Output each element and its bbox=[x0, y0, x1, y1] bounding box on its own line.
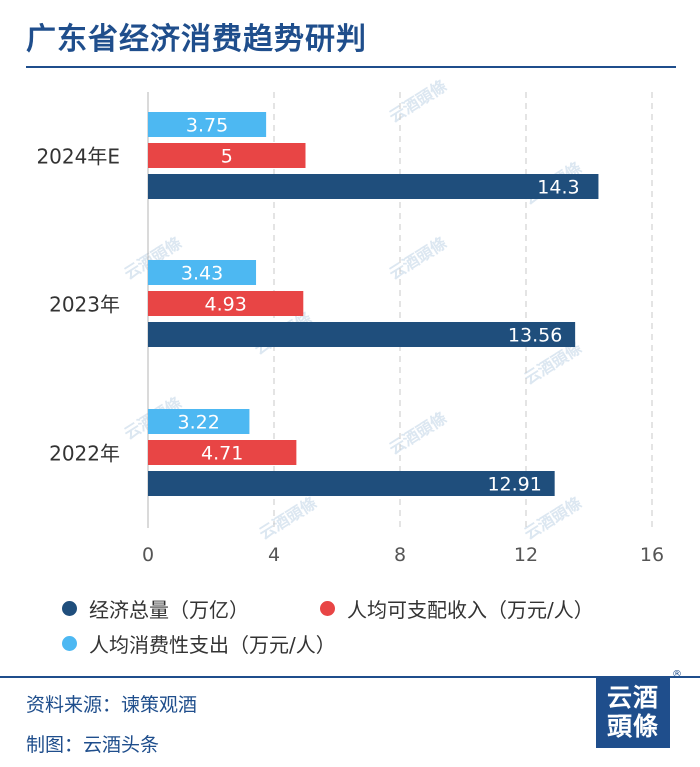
legend-item-income: 人均可支配收入（万元/人） bbox=[320, 594, 594, 623]
legend-label: 经济总量（万亿） bbox=[89, 598, 249, 622]
legend-label: 人均可支配收入（万元/人） bbox=[347, 598, 594, 622]
logo-line-1: 云酒 bbox=[606, 682, 659, 712]
category-label: 2024年E bbox=[36, 145, 120, 169]
x-tick-label: 4 bbox=[268, 544, 280, 566]
bar bbox=[148, 112, 267, 137]
bar bbox=[148, 260, 257, 285]
bar-value-label: 14.3 bbox=[537, 177, 579, 199]
x-tick-label: 16 bbox=[640, 544, 664, 566]
bar-value-label: 3.43 bbox=[181, 263, 223, 285]
bar-value-label: 4.71 bbox=[201, 443, 243, 465]
bar-value-label: 3.75 bbox=[186, 115, 228, 137]
legend-swatch bbox=[62, 636, 77, 651]
footer-divider bbox=[0, 676, 700, 678]
bar bbox=[148, 291, 304, 316]
bar-value-label: 5 bbox=[221, 146, 233, 168]
bar-chart: 0 4 8 12 16 3.75 5 14.3 2024年E 3.43 4.93 13.56 2023年… bbox=[36, 92, 664, 566]
registered-mark: ® bbox=[672, 669, 682, 680]
bar bbox=[148, 471, 555, 496]
legend-item-gdp: 经济总量（万亿） bbox=[62, 594, 249, 623]
legend-swatch bbox=[320, 601, 335, 616]
legend-item-consumption: 人均消费性支出（万元/人） bbox=[62, 629, 336, 658]
bar bbox=[148, 322, 576, 347]
bar-value-label: 13.56 bbox=[508, 325, 562, 347]
brand-logo: 云酒 頭條 bbox=[596, 676, 670, 748]
x-tick-label: 8 bbox=[394, 544, 406, 566]
legend-swatch bbox=[62, 601, 77, 616]
bar-value-label: 4.93 bbox=[204, 294, 246, 316]
x-tick-label: 0 bbox=[142, 544, 154, 566]
bar bbox=[148, 440, 297, 465]
bar bbox=[148, 143, 306, 168]
title-divider bbox=[26, 66, 676, 68]
credit-text: 制图：云酒头条 bbox=[26, 734, 160, 756]
category-label: 2022年 bbox=[49, 442, 120, 466]
x-tick-label: 12 bbox=[514, 544, 538, 566]
chart-title: 广东省经济消费趋势研判 bbox=[26, 22, 367, 57]
source-text: 资料来源：谏策观酒 bbox=[26, 694, 198, 716]
bar-value-label: 12.91 bbox=[487, 474, 541, 496]
logo-line-2: 頭條 bbox=[606, 712, 659, 741]
bar bbox=[148, 174, 599, 199]
bar bbox=[148, 409, 250, 434]
bar-value-label: 3.22 bbox=[178, 412, 220, 434]
legend-label: 人均消费性支出（万元/人） bbox=[89, 633, 336, 657]
category-label: 2023年 bbox=[49, 293, 120, 317]
